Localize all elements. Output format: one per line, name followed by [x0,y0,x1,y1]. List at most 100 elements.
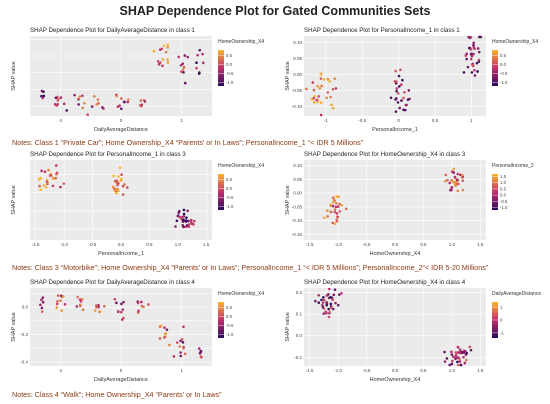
chart-0-svg: SHAP Dependence Plot for DailyAverageDis… [11,27,264,133]
y-tick-label: -0.10 [292,104,303,109]
data-point [389,96,393,100]
data-point [180,337,184,341]
data-point [404,103,408,107]
data-point [395,87,399,90]
data-point [183,352,187,356]
data-point [322,298,326,302]
data-point [176,214,180,218]
data-point [470,71,474,74]
data-point [456,363,460,367]
y-tick-label: 0.0 [296,333,303,338]
data-point [465,57,468,61]
x-tick-label: 1.5 [477,368,484,373]
data-point [54,176,58,180]
data-point [332,197,335,200]
data-point [337,293,341,296]
data-point [316,98,319,102]
data-point [397,74,401,78]
data-point [322,312,326,315]
y-tick-label: 0.2 [296,290,303,295]
data-point [49,174,53,177]
legend-title: DailyAverageDistance [492,291,541,297]
data-point [462,355,465,359]
data-point [121,308,125,311]
data-point [329,95,332,99]
data-point [63,302,67,306]
x-tick-label: -0.5 [363,242,371,247]
data-point [478,35,481,39]
chart-panel-class4-distance: SHAP Dependence Plot for DailyAverageDis… [2,276,274,384]
data-point [39,188,43,191]
data-point [95,103,98,106]
data-point [47,168,50,172]
chart-title: SHAP Dependence Plot for PersonalIncome_… [304,27,460,34]
data-point [182,345,185,349]
data-point [164,50,168,54]
data-point [325,303,329,307]
chart-title: SHAP Dependence Plot for HomeOwnership_X… [304,151,466,158]
legend-tick-label: -1 [500,330,504,335]
y-axis-label: SHAP value [285,185,291,215]
data-point [165,328,169,332]
legend-tick-label: 0.5 [500,186,507,191]
data-point [51,184,55,188]
legend-tick-label: 1.5 [500,174,507,179]
y-axis-label: SHAP value [11,185,17,215]
data-point [163,326,166,329]
data-point [331,204,335,208]
y-tick-label: -0.05 [292,204,303,209]
data-point [116,105,120,108]
x-tick-label: 0.5 [420,368,427,373]
data-point [469,348,473,352]
data-point [403,90,406,94]
data-point [181,341,185,344]
data-point [407,89,411,92]
data-point [334,87,338,90]
data-point [470,54,474,58]
data-point [471,64,475,67]
data-point [120,173,123,176]
chart-2-svg: SHAP Dependence Plot for PersonalIncome_… [11,151,264,257]
data-point [468,345,472,349]
data-point [333,77,337,81]
data-point [324,310,328,314]
data-point [459,173,462,177]
data-point [59,299,62,302]
data-point [182,208,186,212]
data-point [80,298,84,301]
data-point [161,58,165,61]
chart-title: SHAP Dependence Plot for DailyAverageDis… [30,27,195,34]
data-point [329,306,333,310]
data-point [458,357,461,361]
data-point [180,70,183,73]
data-point [117,175,120,178]
chart-5-svg: SHAP Dependence Plot for HomeOwnership_X… [285,279,541,383]
data-point [198,351,202,355]
data-point [45,180,49,183]
data-point [147,303,150,306]
data-point [316,84,319,88]
data-point [196,53,199,57]
data-point [322,296,325,299]
x-axis-label: HomeOwnership_X4 [370,251,421,257]
data-point [184,219,188,222]
data-point [476,70,479,73]
legend-colorbar [218,302,224,338]
data-point [119,310,123,314]
data-point [73,93,76,97]
data-point [182,325,185,329]
data-point [338,202,341,206]
data-point [93,309,97,312]
data-point [461,179,465,182]
data-point [331,298,334,302]
data-point [320,84,324,88]
data-point [39,303,42,307]
data-point [175,341,179,344]
data-point [319,77,323,80]
data-point [331,106,335,110]
data-point [319,113,323,117]
data-point [161,64,164,68]
data-point [321,304,324,307]
y-tick-label: -0.1 [294,355,302,360]
data-point [117,182,120,185]
